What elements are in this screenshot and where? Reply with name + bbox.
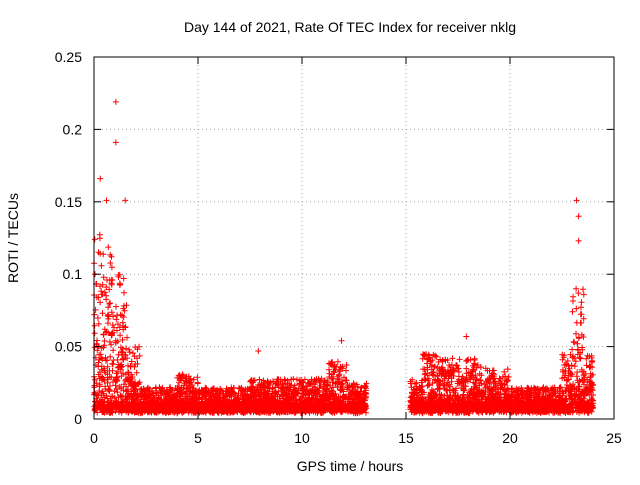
plot-frame bbox=[93, 56, 615, 420]
x-tick-label: 5 bbox=[194, 430, 202, 446]
y-tick-label: 0.1 bbox=[63, 266, 83, 282]
x-tick-label: 0 bbox=[90, 430, 98, 446]
peak-point bbox=[97, 175, 104, 182]
peak-point bbox=[103, 197, 110, 204]
peak-point bbox=[112, 98, 119, 105]
x-tick-label: 15 bbox=[398, 430, 414, 446]
y-tick-label: 0.2 bbox=[63, 121, 83, 137]
x-tick-label: 25 bbox=[606, 430, 622, 446]
data-points bbox=[91, 98, 597, 417]
scatter-cloud bbox=[91, 231, 597, 417]
peak-point bbox=[463, 333, 470, 340]
axis-ticks: 0 5 10 15 20 25 0 0.05 0.1 0.15 0.2 0.25 bbox=[55, 49, 622, 446]
y-tick-label: 0 bbox=[74, 411, 82, 427]
peak-point bbox=[122, 197, 129, 204]
y-tick-label: 0.15 bbox=[55, 194, 82, 210]
x-tick-label: 10 bbox=[294, 430, 310, 446]
peak-point bbox=[338, 337, 345, 344]
y-axis-label: ROTI / TECUs bbox=[5, 193, 21, 283]
peak-point bbox=[112, 139, 119, 146]
x-tick-label: 20 bbox=[502, 430, 518, 446]
chart-title: Day 144 of 2021, Rate Of TEC Index for r… bbox=[184, 19, 516, 35]
peak-point bbox=[575, 237, 582, 244]
y-tick-label: 0.25 bbox=[55, 49, 82, 65]
peak-point bbox=[573, 197, 580, 204]
peak-point bbox=[575, 213, 582, 220]
x-axis-label: GPS time / hours bbox=[297, 458, 404, 474]
peak-point bbox=[255, 347, 262, 354]
y-tick-label: 0.05 bbox=[55, 339, 82, 355]
grid-lines bbox=[94, 57, 614, 419]
